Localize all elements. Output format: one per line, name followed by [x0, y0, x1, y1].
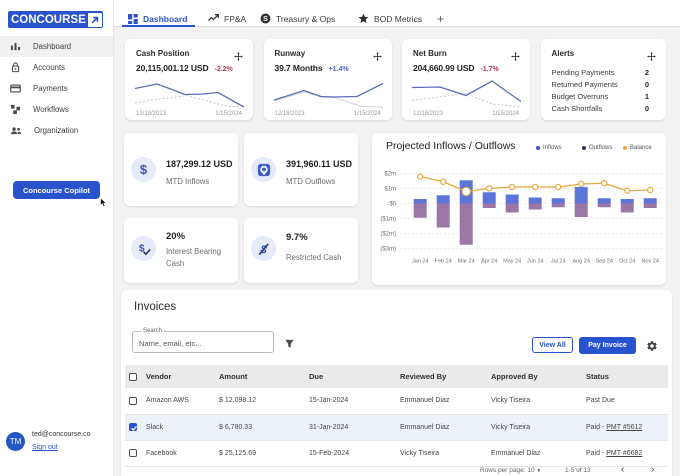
svg-text:$: $	[138, 243, 144, 254]
svg-text:Jan 24: Jan 24	[412, 259, 429, 265]
svg-text:Jun 24: Jun 24	[527, 259, 544, 265]
svg-text:$2m: $2m	[384, 172, 396, 178]
svg-text:S: S	[263, 14, 268, 23]
svg-text:Jul 24: Jul 24	[551, 259, 566, 265]
svg-text:($3m): ($3m)	[380, 247, 396, 253]
svg-text:($1m): ($1m)	[380, 217, 396, 223]
svg-text:$0: $0	[389, 202, 396, 208]
svg-text:Oct 24: Oct 24	[619, 259, 635, 265]
svg-text:($2m): ($2m)	[380, 232, 396, 238]
svg-text:Feb 24: Feb 24	[435, 259, 452, 265]
svg-text:Nov 24: Nov 24	[641, 259, 658, 265]
svg-text:May 24: May 24	[503, 259, 521, 265]
svg-text:Apr 24: Apr 24	[481, 259, 497, 265]
svg-text:Sep 24: Sep 24	[595, 259, 612, 265]
svg-text:$1m: $1m	[384, 187, 396, 193]
svg-text:Mar 24: Mar 24	[458, 259, 475, 265]
svg-text:Aug 24: Aug 24	[572, 259, 589, 265]
